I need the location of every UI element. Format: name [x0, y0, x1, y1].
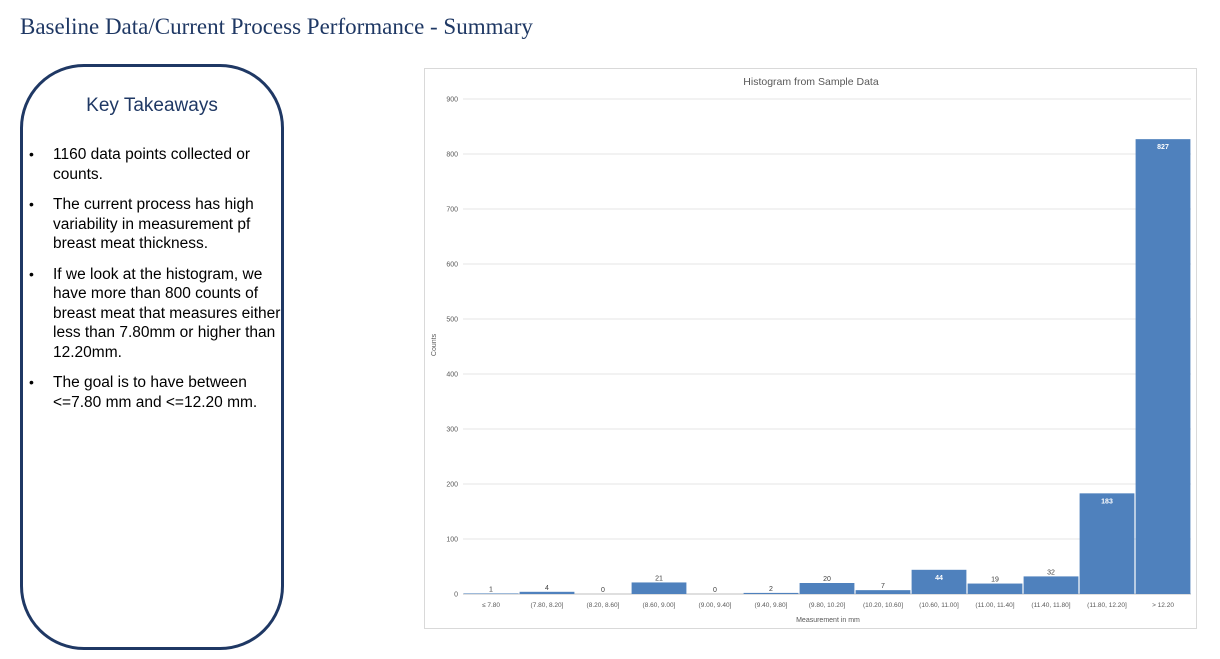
bar-value-label: 0 [713, 587, 717, 594]
x-tick-label: > 12.20 [1152, 602, 1174, 609]
x-tick-label: (9.80, 10.20] [809, 602, 846, 609]
x-tick-label: (8.20, 8.60] [587, 602, 620, 609]
takeaway-item: The goal is to have between <=7.80 mm an… [27, 373, 281, 412]
y-tick-label: 200 [446, 482, 458, 489]
takeaway-item: 1160 data points collected or counts. [27, 145, 281, 184]
x-tick-label: (11.80, 12.20] [1087, 602, 1127, 609]
page-title: Baseline Data/Current Process Performanc… [20, 14, 533, 39]
x-tick-label: (11.40, 11.80] [1031, 602, 1070, 609]
histogram-bar [519, 591, 575, 594]
bar-value-label: 183 [1101, 498, 1113, 505]
takeaway-item: The current process has high variability… [27, 195, 281, 254]
y-tick-label: 500 [446, 317, 458, 324]
x-axis-title: Measurement in mm [796, 617, 860, 624]
takeaway-item: If we look at the histogram, we have mor… [27, 265, 281, 363]
y-tick-label: 700 [446, 207, 458, 214]
x-tick-label: (10.20, 10.60] [863, 602, 903, 609]
y-tick-label: 100 [446, 537, 458, 544]
histogram-bar [743, 592, 799, 594]
histogram-bar [799, 583, 855, 594]
x-tick-label: (8.60, 9.00] [643, 602, 676, 609]
histogram-chart: Histogram from Sample Data 0 100 200 300 400… [424, 68, 1197, 629]
bar-value-label: 20 [823, 576, 831, 583]
y-tick-label: 400 [446, 372, 458, 379]
x-tick-label: ≤ 7.80 [482, 602, 500, 609]
bar-value-label: 21 [655, 575, 663, 582]
histogram-bar [1135, 139, 1191, 594]
y-tick-label: 900 [446, 97, 458, 104]
x-tick-label: (7.80, 8.20] [531, 602, 564, 609]
takeaways-list: 1160 data points collected or counts. Th… [27, 145, 281, 423]
y-tick-label: 300 [446, 427, 458, 434]
x-tick-label: (10.60, 11.00] [919, 602, 959, 609]
histogram-bar [463, 593, 519, 594]
bar-value-label: 44 [935, 575, 943, 582]
bar-value-label: 2 [769, 586, 773, 593]
y-tick-label: 600 [446, 262, 458, 269]
histogram-bar [967, 583, 1023, 594]
x-tick-label: (9.40, 9.80] [755, 602, 788, 609]
y-axis-title: Counts [431, 333, 438, 356]
x-tick-label: (9.00, 9.40] [699, 602, 732, 609]
bar-value-label: 827 [1157, 144, 1169, 151]
key-takeaways-heading: Key Takeaways [86, 95, 218, 116]
histogram-bar [1023, 576, 1079, 594]
y-tick-label: 0 [454, 592, 458, 599]
histogram-bar [911, 569, 967, 594]
bar-value-label: 0 [601, 587, 605, 594]
histogram-bar [1079, 493, 1135, 594]
bar-value-label: 1 [489, 586, 493, 593]
key-takeaways-panel: Key Takeaways 1160 data points collected… [20, 64, 284, 650]
histogram-svg: Histogram from Sample Data 0100200300400… [431, 76, 1191, 624]
bar-value-label: 19 [991, 577, 999, 584]
histogram-bar [855, 590, 911, 594]
bar-value-label: 32 [1047, 569, 1055, 576]
bar-value-label: 4 [545, 585, 549, 592]
chart-title: Histogram from Sample Data [743, 76, 879, 88]
histogram-bar [631, 582, 687, 594]
bar-value-label: 7 [881, 583, 885, 590]
y-tick-label: 800 [446, 152, 458, 159]
x-tick-label: (11.00, 11.40] [975, 602, 1014, 609]
